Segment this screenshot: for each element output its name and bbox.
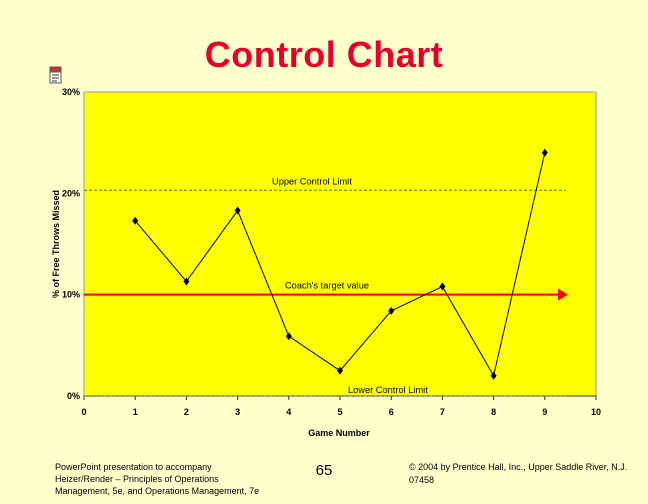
- x-tick-label: 0: [81, 407, 86, 417]
- data-point: [439, 282, 446, 291]
- data-point: [541, 148, 548, 157]
- data-point: [388, 306, 395, 315]
- data-point: [234, 206, 241, 215]
- y-tick-label: 20%: [62, 188, 80, 198]
- x-tick-label: 4: [286, 407, 291, 417]
- y-axis-label: % of Free Throws Missed: [51, 190, 61, 298]
- x-tick-label: 8: [491, 407, 496, 417]
- data-point: [132, 216, 139, 225]
- data-point: [490, 371, 497, 380]
- slide-title: Control Chart: [204, 34, 444, 75]
- document-icon: [49, 66, 62, 84]
- plot-area: [83, 91, 597, 397]
- x-tick-label: 10: [591, 407, 601, 417]
- coach-s-target-value-arrow: [558, 288, 568, 301]
- x-tick-label: 2: [184, 407, 189, 417]
- x-tick-label: 3: [235, 407, 240, 417]
- x-tick-label: 1: [133, 407, 138, 417]
- data-point: [285, 332, 292, 341]
- x-tick-label: 6: [389, 407, 394, 417]
- y-tick-label: 0%: [67, 391, 80, 401]
- x-tick-label: 5: [337, 407, 342, 417]
- coach-s-target-value-label: Coach's target value: [285, 281, 369, 291]
- footer-citation: PowerPoint presentation to accompany Hei…: [55, 462, 260, 496]
- upper-control-limit-label: Upper Control Limit: [272, 176, 352, 186]
- y-tick-label: 30%: [62, 87, 80, 97]
- x-axis-label: Game Number: [308, 428, 370, 438]
- lower-control-limit-label: Lower Control Limit: [348, 385, 428, 395]
- data-point: [337, 366, 343, 375]
- x-tick-label: 7: [440, 407, 445, 417]
- data-point: [183, 277, 190, 286]
- page-number: 65: [315, 462, 333, 479]
- footer-copyright: © 2004 by Prentice Hall, Inc., Upper Sad…: [409, 462, 628, 485]
- y-tick-label: 10%: [62, 290, 80, 300]
- x-tick-label: 9: [542, 407, 547, 417]
